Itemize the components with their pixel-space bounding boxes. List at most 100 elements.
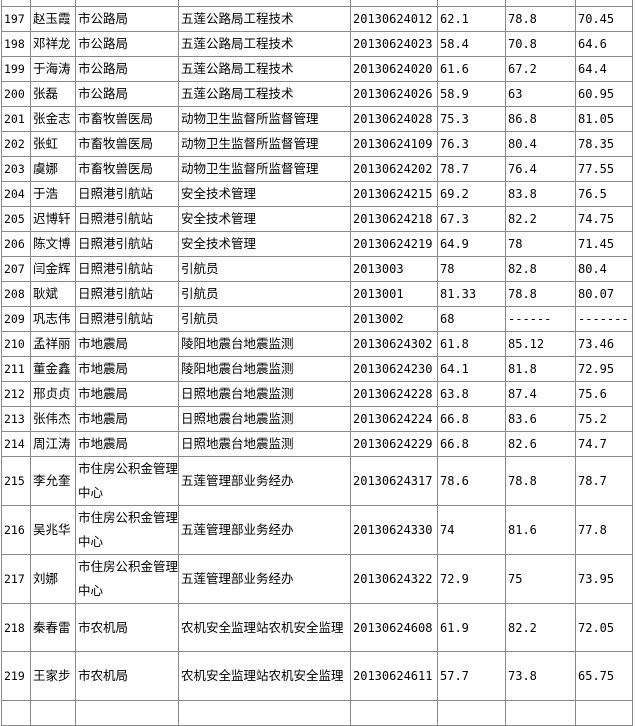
partial-row-bottom bbox=[1, 700, 633, 726]
exam-id-cell: 20130624611 bbox=[350, 651, 438, 702]
interview-score-cell: 82.2 bbox=[505, 205, 576, 232]
name-cell: 虞娜 bbox=[30, 155, 76, 182]
total-score-cell: 75.6 bbox=[575, 380, 633, 407]
name-cell: 迟博轩 bbox=[30, 205, 76, 232]
interview-score-cell: 76.4 bbox=[505, 155, 576, 182]
interview-score-cell: 78.8 bbox=[505, 455, 576, 506]
department-cell: 市公路局 bbox=[75, 30, 179, 57]
exam-id-cell: 20130624012 bbox=[350, 5, 438, 32]
exam-id-cell: 20130624302 bbox=[350, 330, 438, 357]
name-cell: 邓祥龙 bbox=[30, 30, 76, 57]
table-row: 218 秦春雷 市农机局 农机安全监理站农机安全监理 20130624608 61.9 82… bbox=[1, 602, 633, 653]
name-cell: 巩志伟 bbox=[30, 305, 76, 332]
row-number: 205 bbox=[1, 205, 31, 232]
table-row: 206 陈文博 日照港引航站 安全技术管理 20130624219 64.9 78 71.45 bbox=[1, 230, 633, 257]
written-score-cell: 68 bbox=[437, 305, 506, 332]
name-cell: 赵玉霞 bbox=[30, 5, 76, 32]
written-score-cell: 62.1 bbox=[437, 5, 506, 32]
row-number: 201 bbox=[1, 105, 31, 132]
interview-score-cell: 81.8 bbox=[505, 355, 576, 382]
name-cell: 邢贞贞 bbox=[30, 380, 76, 407]
written-score-cell: 57.7 bbox=[437, 651, 506, 702]
position-cell: 引航员 bbox=[178, 280, 351, 307]
position-cell: 农机安全监理站农机安全监理 bbox=[178, 602, 351, 653]
exam-id-cell: 20130624219 bbox=[350, 230, 438, 257]
exam-id-cell: 20130624218 bbox=[350, 205, 438, 232]
total-score-cell: ------- bbox=[575, 305, 633, 332]
written-score-cell: 61.8 bbox=[437, 330, 506, 357]
interview-score-cell: 82.2 bbox=[505, 602, 576, 653]
total-score-cell: 76.5 bbox=[575, 180, 633, 207]
row-number: 219 bbox=[1, 651, 31, 702]
row-number: 216 bbox=[1, 504, 31, 555]
written-score-cell: 64.1 bbox=[437, 355, 506, 382]
position-cell: 动物卫生监督所监督管理 bbox=[178, 155, 351, 182]
table-row: 214 周江涛 市地震局 日照地震台地震监测 20130624229 66.8 82.6 74… bbox=[1, 430, 633, 457]
total-score-cell: 75.2 bbox=[575, 405, 633, 432]
written-score-cell: 67.3 bbox=[437, 205, 506, 232]
position-cell: 安全技术管理 bbox=[178, 180, 351, 207]
written-score-cell: 78.7 bbox=[437, 155, 506, 182]
department-cell: 日照港引航站 bbox=[75, 205, 179, 232]
row-number: 198 bbox=[1, 30, 31, 57]
table-row: 209 巩志伟 日照港引航站 引航员 2013002 68 ------ ------- bbox=[1, 305, 633, 332]
total-score-cell: 77.55 bbox=[575, 155, 633, 182]
department-cell: 市地震局 bbox=[75, 330, 179, 357]
exam-id-cell: 20130624224 bbox=[350, 405, 438, 432]
row-number: 202 bbox=[1, 130, 31, 157]
exam-id-cell: 20130624028 bbox=[350, 105, 438, 132]
table-row: 208 耿斌 日照港引航站 引航员 2013001 81.33 78.8 80.07 bbox=[1, 280, 633, 307]
total-score-cell: 78.7 bbox=[575, 455, 633, 506]
interview-score-cell: 75 bbox=[505, 553, 576, 604]
interview-score-cell: 85.12 bbox=[505, 330, 576, 357]
table-row: 216 吴兆华 市住房公积金管理中心 五莲管理部业务经办 20130624330 74 81… bbox=[1, 504, 633, 555]
name-cell: 陈文博 bbox=[30, 230, 76, 257]
interview-score-cell: 63 bbox=[505, 80, 576, 107]
department-cell: 市住房公积金管理中心 bbox=[75, 553, 179, 604]
written-score-cell: 66.8 bbox=[437, 405, 506, 432]
total-score-cell: 60.95 bbox=[575, 80, 633, 107]
total-score-cell: 77.8 bbox=[575, 504, 633, 555]
written-score-cell: 69.2 bbox=[437, 180, 506, 207]
name-cell: 闫金辉 bbox=[30, 255, 76, 282]
exam-id-cell: 20130624020 bbox=[350, 55, 438, 82]
department-cell: 市地震局 bbox=[75, 355, 179, 382]
written-score-cell: 66.8 bbox=[437, 430, 506, 457]
interview-score-cell: 73.8 bbox=[505, 651, 576, 702]
table-row: 205 迟博轩 日照港引航站 安全技术管理 20130624218 67.3 82.2 74.… bbox=[1, 205, 633, 232]
position-cell: 安全技术管理 bbox=[178, 230, 351, 257]
name-cell: 刘娜 bbox=[30, 553, 76, 604]
position-cell: 日照地震台地震监测 bbox=[178, 380, 351, 407]
written-score-cell: 58.4 bbox=[437, 30, 506, 57]
written-score-cell: 63.8 bbox=[437, 380, 506, 407]
row-number: 218 bbox=[1, 602, 31, 653]
name-cell: 张磊 bbox=[30, 80, 76, 107]
written-score-cell: 81.33 bbox=[437, 280, 506, 307]
interview-score-cell: 67.2 bbox=[505, 55, 576, 82]
department-cell: 日照港引航站 bbox=[75, 305, 179, 332]
position-cell: 动物卫生监督所监督管理 bbox=[178, 105, 351, 132]
interview-score-cell: 82.6 bbox=[505, 430, 576, 457]
department-cell: 市公路局 bbox=[75, 5, 179, 32]
position-cell: 五莲管理部业务经办 bbox=[178, 455, 351, 506]
written-score-cell: 78 bbox=[437, 255, 506, 282]
row-number: 217 bbox=[1, 553, 31, 604]
interview-score-cell: 86.8 bbox=[505, 105, 576, 132]
exam-id-cell: 20130624215 bbox=[350, 180, 438, 207]
department-cell: 市农机局 bbox=[75, 602, 179, 653]
written-score-cell: 61.9 bbox=[437, 602, 506, 653]
department-cell: 市公路局 bbox=[75, 55, 179, 82]
total-score-cell: 72.05 bbox=[575, 602, 633, 653]
department-cell: 市地震局 bbox=[75, 380, 179, 407]
name-cell: 孟祥丽 bbox=[30, 330, 76, 357]
exam-id-cell: 2013001 bbox=[350, 280, 438, 307]
written-score-cell: 75.3 bbox=[437, 105, 506, 132]
row-number: 209 bbox=[1, 305, 31, 332]
name-cell: 张伟杰 bbox=[30, 405, 76, 432]
table-row: 198 邓祥龙 市公路局 五莲公路局工程技术 20130624023 58.4 70.8 64… bbox=[1, 30, 633, 57]
total-score-cell: 81.05 bbox=[575, 105, 633, 132]
name-cell: 张金志 bbox=[30, 105, 76, 132]
table-row: 210 孟祥丽 市地震局 陵阳地震台地震监测 20130624302 61.8 85.12 7… bbox=[1, 330, 633, 357]
department-cell: 市公路局 bbox=[75, 80, 179, 107]
